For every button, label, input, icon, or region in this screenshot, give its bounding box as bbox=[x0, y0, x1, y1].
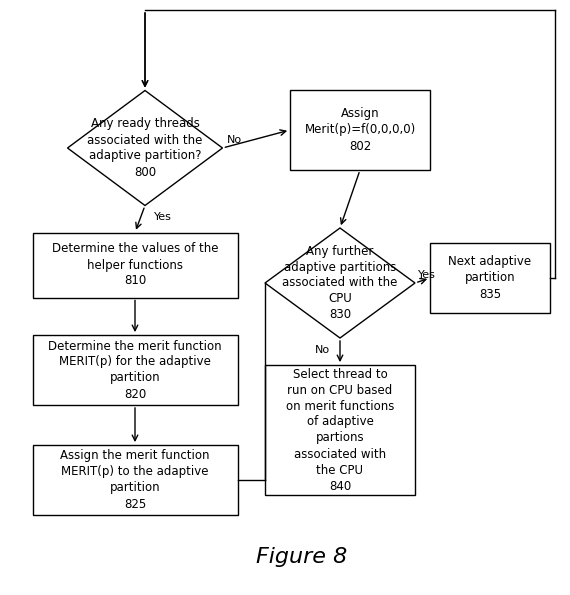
Text: Yes: Yes bbox=[154, 212, 172, 223]
Bar bbox=[32, 335, 238, 405]
Text: No: No bbox=[315, 345, 329, 355]
Polygon shape bbox=[265, 228, 415, 338]
Bar bbox=[32, 233, 238, 298]
Bar bbox=[430, 243, 550, 313]
Polygon shape bbox=[67, 90, 222, 205]
Text: Any ready threads
associated with the
adaptive partition?
800: Any ready threads associated with the ad… bbox=[87, 117, 203, 178]
Text: Determine the values of the
helper functions
810: Determine the values of the helper funct… bbox=[52, 243, 218, 287]
Text: Yes: Yes bbox=[418, 270, 436, 280]
Bar bbox=[265, 365, 415, 495]
Text: Select thread to
run on CPU based
on merit functions
of adaptive
partions
associ: Select thread to run on CPU based on mer… bbox=[286, 368, 394, 493]
Text: Assign
Merit(p)=f(0,0,0,0)
802: Assign Merit(p)=f(0,0,0,0) 802 bbox=[304, 108, 416, 152]
Text: Determine the merit function
MERIT(p) for the adaptive
partition
820: Determine the merit function MERIT(p) fo… bbox=[48, 340, 222, 400]
Text: Figure 8: Figure 8 bbox=[256, 547, 348, 567]
Bar bbox=[290, 90, 430, 170]
Text: Next adaptive
partition
835: Next adaptive partition 835 bbox=[449, 255, 532, 300]
Text: Assign the merit function
MERIT(p) to the adaptive
partition
825: Assign the merit function MERIT(p) to th… bbox=[60, 449, 210, 511]
Text: No: No bbox=[227, 135, 242, 145]
Bar bbox=[32, 445, 238, 515]
Text: Any further
adaptive partitions
associated with the
CPU
830: Any further adaptive partitions associat… bbox=[282, 245, 398, 321]
